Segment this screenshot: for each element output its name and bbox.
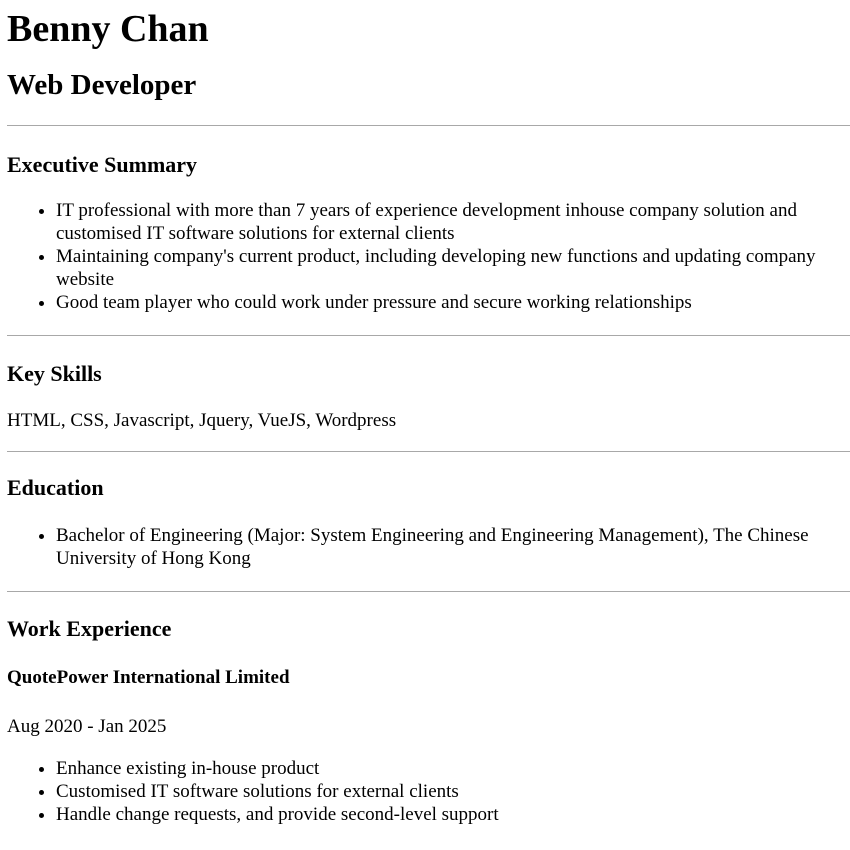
section-divider	[7, 335, 850, 336]
education-heading: Education	[7, 475, 104, 500]
education-section: Education Bachelor of Engineering (Major…	[7, 475, 843, 570]
work-experience-section: Work Experience QuotePower International…	[7, 616, 843, 826]
employment-period: Aug 2020 - Jan 2025	[7, 716, 167, 737]
executive-summary-list: IT professional with more than 7 years o…	[7, 199, 843, 314]
list-item: Bachelor of Engineering (Major: System E…	[56, 524, 843, 570]
key-skills-text: HTML, CSS, Javascript, Jquery, VueJS, Wo…	[7, 410, 397, 431]
list-item: IT professional with more than 7 years o…	[56, 199, 843, 245]
list-item: Enhance existing in-house product	[56, 757, 843, 780]
job-duties-list: Enhance existing in-house product Custom…	[7, 757, 843, 826]
list-item: Maintaining company's current product, i…	[56, 245, 843, 291]
education-list: Bachelor of Engineering (Major: System E…	[7, 524, 843, 570]
company-name: QuotePower International Limited	[7, 667, 290, 688]
section-divider	[7, 591, 850, 592]
list-item: Good team player who could work under pr…	[56, 291, 843, 314]
work-experience-heading: Work Experience	[7, 616, 172, 641]
resume-page: Benny Chan Web Developer Executive Summa…	[0, 7, 850, 826]
executive-summary-section: Executive Summary IT professional with m…	[7, 152, 843, 314]
job-title: Web Developer	[7, 69, 197, 101]
list-item: Customised IT software solutions for ext…	[56, 780, 843, 803]
executive-summary-heading: Executive Summary	[7, 152, 198, 177]
section-divider	[7, 451, 850, 452]
key-skills-heading: Key Skills	[7, 361, 102, 386]
section-divider	[7, 125, 850, 126]
list-item: Handle change requests, and provide seco…	[56, 803, 843, 826]
key-skills-section: Key Skills HTML, CSS, Javascript, Jquery…	[7, 361, 843, 432]
candidate-name: Benny Chan	[7, 8, 209, 50]
